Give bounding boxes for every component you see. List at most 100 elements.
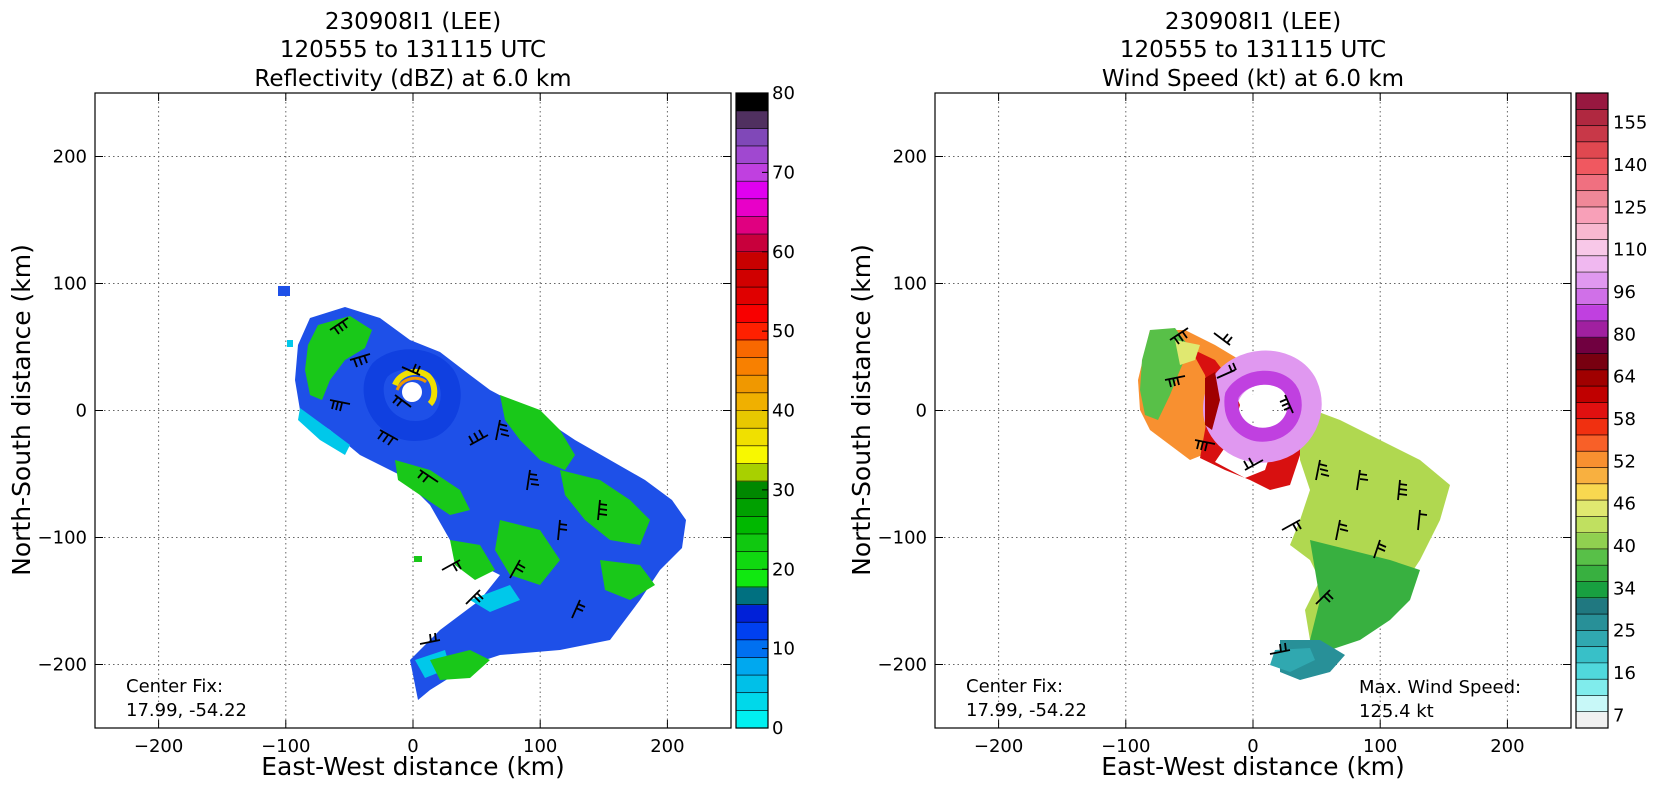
- reflectivity-colorbar-tick-label: 20: [772, 559, 795, 580]
- echo-eyewall-ring: [363, 349, 461, 441]
- echo-outer-blue: [295, 307, 686, 700]
- wind-colorbar-segment: [1576, 255, 1608, 273]
- reflectivity-colorbar-segment: [736, 375, 768, 394]
- wind-colorbar-segment: [1576, 451, 1608, 469]
- wind-barb: [1335, 519, 1349, 541]
- wind-colorbar-segment: [1576, 614, 1608, 631]
- wind-colorbar-segment: [1576, 125, 1608, 143]
- reflectivity-xlabel: East-West distance (km): [261, 752, 565, 781]
- wind-barb: [1315, 589, 1334, 605]
- wind-barb: [1269, 642, 1291, 655]
- echo-green-band-1: [305, 316, 372, 400]
- wind-speed-panel: 230908I1 (LEE) 120555 to 131115 UTC Wind…: [847, 9, 1647, 781]
- wind-colorbar: 7 16 25 34 40 46 52 58 64 80 96 110 125 140 155: [1575, 92, 1647, 729]
- reflectivity-wind-barbs: [329, 317, 608, 645]
- wind-colorbar-segment: [1576, 337, 1608, 355]
- wind-colorbar-segment: [1576, 141, 1608, 159]
- wind-colorbar-frame: [1575, 92, 1609, 729]
- wind-center-fix-value: 17.99, -54.22: [966, 700, 1087, 721]
- reflectivity-colorbar-segment: [736, 234, 768, 253]
- reflectivity-title-line-2: 120555 to 131115 UTC: [280, 37, 546, 63]
- wind-colorbar-tick-label: 110: [1613, 240, 1647, 261]
- echo-green-band-7: [430, 650, 490, 680]
- wind-barb: [1281, 519, 1302, 532]
- wind-colorbar-segment: [1576, 304, 1608, 322]
- reflectivity-colorbar-segment: [736, 639, 768, 659]
- reflectivity-colorbar-segment: [736, 322, 768, 341]
- wind-barb: [441, 559, 462, 572]
- wind-speed-field: [1138, 328, 1450, 680]
- wind-colorbar-segment: [1576, 630, 1608, 648]
- wind-x-tick-label: 200: [1490, 736, 1524, 757]
- reflectivity-colorbar-segment: [736, 392, 768, 412]
- wind-ticks: −200 −100 0 100 200 −200 −100 0 100 200: [878, 93, 1571, 757]
- wind-colorbar-segment: [1576, 239, 1608, 257]
- echo-green-band-5: [495, 520, 560, 585]
- wind-wind-barbs: [1164, 327, 1428, 655]
- echo-eyewall-yellow-arc: [392, 368, 438, 407]
- reflectivity-colorbar-tick-label: 80: [772, 83, 795, 104]
- reflectivity-colorbar-segment: [736, 145, 768, 165]
- wind-barb: [571, 599, 586, 619]
- echo-green-band-2: [395, 460, 470, 515]
- reflectivity-colorbar-tick-label: 40: [772, 401, 795, 422]
- wind-green-south: [1310, 540, 1420, 650]
- wind-barb: [597, 499, 608, 521]
- wind-x-tick-label: 0: [1247, 736, 1258, 757]
- reflectivity-colorbar-segment: [736, 110, 768, 129]
- reflectivity-colorbar-segment: [736, 128, 768, 147]
- wind-colorbar-segment: [1576, 402, 1608, 420]
- wind-colorbar-segment: [1576, 93, 1608, 110]
- reflectivity-ylabel: North-South distance (km): [7, 244, 36, 576]
- reflectivity-colorbar-segment: [736, 269, 768, 288]
- reflectivity-x-tick-label: 100: [523, 736, 557, 757]
- wind-barb: [329, 317, 349, 335]
- wind-colorbar-segment: [1576, 272, 1608, 289]
- reflectivity-panel: 230908I1 (LEE) 120555 to 131115 UTC Refl…: [7, 9, 795, 781]
- wind-colorbar-tick-label: 58: [1613, 409, 1636, 430]
- wind-colorbar-tick-label: 7: [1613, 705, 1624, 726]
- reflectivity-colorbar-segment: [736, 287, 768, 306]
- wind-yellow-north-arc: [1175, 340, 1200, 365]
- wind-colorbar-segment: [1576, 288, 1608, 306]
- wind-barb: [526, 469, 540, 491]
- reflectivity-colorbar-segment: [736, 481, 768, 500]
- reflectivity-title-line-1: 230908I1 (LEE): [325, 9, 501, 35]
- echo-green-band-8: [450, 540, 495, 580]
- wind-colorbar-segment: [1576, 695, 1608, 713]
- reflectivity-colorbar-segment: [736, 692, 768, 711]
- wind-barb: [468, 429, 489, 446]
- wind-colorbar-segment: [1576, 418, 1608, 436]
- wind-colorbar-segment: [1576, 386, 1608, 403]
- reflectivity-colorbar-tick-label: 0: [772, 718, 783, 739]
- max-wind-speed-label: Max. Wind Speed:: [1359, 677, 1521, 698]
- wind-colorbar-segment: [1576, 369, 1608, 387]
- reflectivity-colorbar-segment: [736, 498, 768, 517]
- wind-barb: [377, 429, 399, 446]
- wind-colorbar-tick-label: 80: [1613, 324, 1636, 345]
- wind-barb: [1315, 459, 1330, 481]
- wind-center-fix-label: Center Fix:: [966, 676, 1063, 697]
- echo-isolated-cell-1: [278, 286, 290, 296]
- wind-y-tick-label: 100: [893, 274, 927, 295]
- echo-green-band-3: [500, 395, 575, 470]
- reflectivity-colorbar-tick-label: 10: [772, 639, 795, 660]
- reflectivity-colorbar-segment: [736, 622, 768, 641]
- wind-colorbar-segment: [1576, 516, 1608, 534]
- reflectivity-colorbar-segment: [736, 710, 768, 729]
- reflectivity-colorbar-tick-label: 60: [772, 242, 795, 263]
- wind-y-tick-label: −100: [878, 528, 927, 549]
- wind-barb: [392, 394, 412, 408]
- reflectivity-y-tick-label: −200: [38, 655, 87, 676]
- reflectivity-colorbar-segment: [736, 463, 768, 482]
- wind-colorbar-segment: [1576, 223, 1608, 241]
- wind-colorbar-tick-label: 96: [1613, 282, 1636, 303]
- wind-colorbar-tick-label: 140: [1613, 155, 1647, 176]
- wind-colorbar-segment: [1576, 206, 1608, 224]
- reflectivity-colorbar-tick-label: 70: [772, 162, 795, 183]
- reflectivity-colorbar-segment: [736, 445, 768, 465]
- wind-colorbar-segment: [1576, 711, 1608, 729]
- reflectivity-colorbar-segment: [736, 551, 768, 570]
- reflectivity-colorbar-segment: [736, 657, 768, 676]
- reflectivity-x-tick-label: −200: [134, 736, 183, 757]
